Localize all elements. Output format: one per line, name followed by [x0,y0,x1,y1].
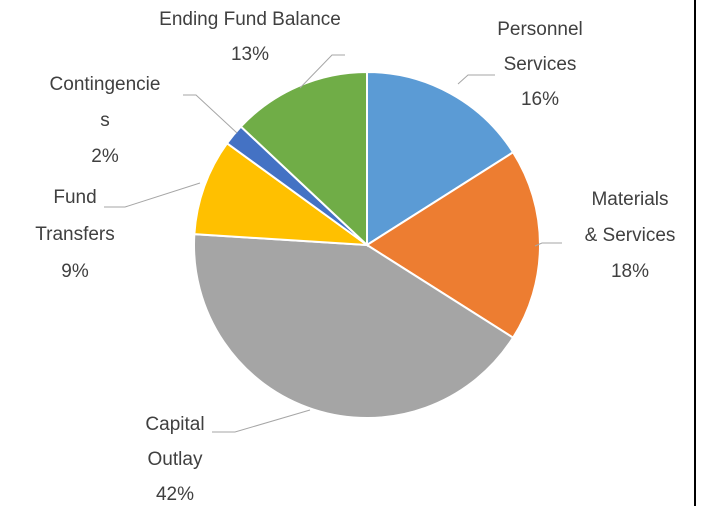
leader-line [299,54,345,89]
leader-line [212,409,311,433]
value-label: 2% [91,146,119,167]
pie-slice [239,70,368,248]
labels: Personnel Services 16% Materials & Services 1… [35,9,675,505]
pie-slice [193,141,371,247]
category-label: Materials & Services [585,189,676,246]
value-label: 18% [611,261,649,282]
category-label: Contingencie s [50,74,161,131]
pie-slice [366,70,515,247]
category-label: Personnel Services [497,19,583,75]
leader-line [534,242,562,247]
leader-line [104,182,201,208]
pie-slice [365,150,541,340]
category-label: Fund Transfers [35,187,115,245]
leader-line [457,74,495,85]
value-label: 42% [156,484,194,505]
value-label: 13% [231,44,269,65]
value-label: 16% [521,89,559,110]
pie-slice [192,233,515,420]
leader-line [183,94,238,134]
category-label: Ending Fund Balance [159,9,341,30]
slices [192,70,541,420]
category-label: Capital Outlay [145,414,204,470]
value-label: 9% [61,261,89,282]
leader-lines [104,54,562,433]
